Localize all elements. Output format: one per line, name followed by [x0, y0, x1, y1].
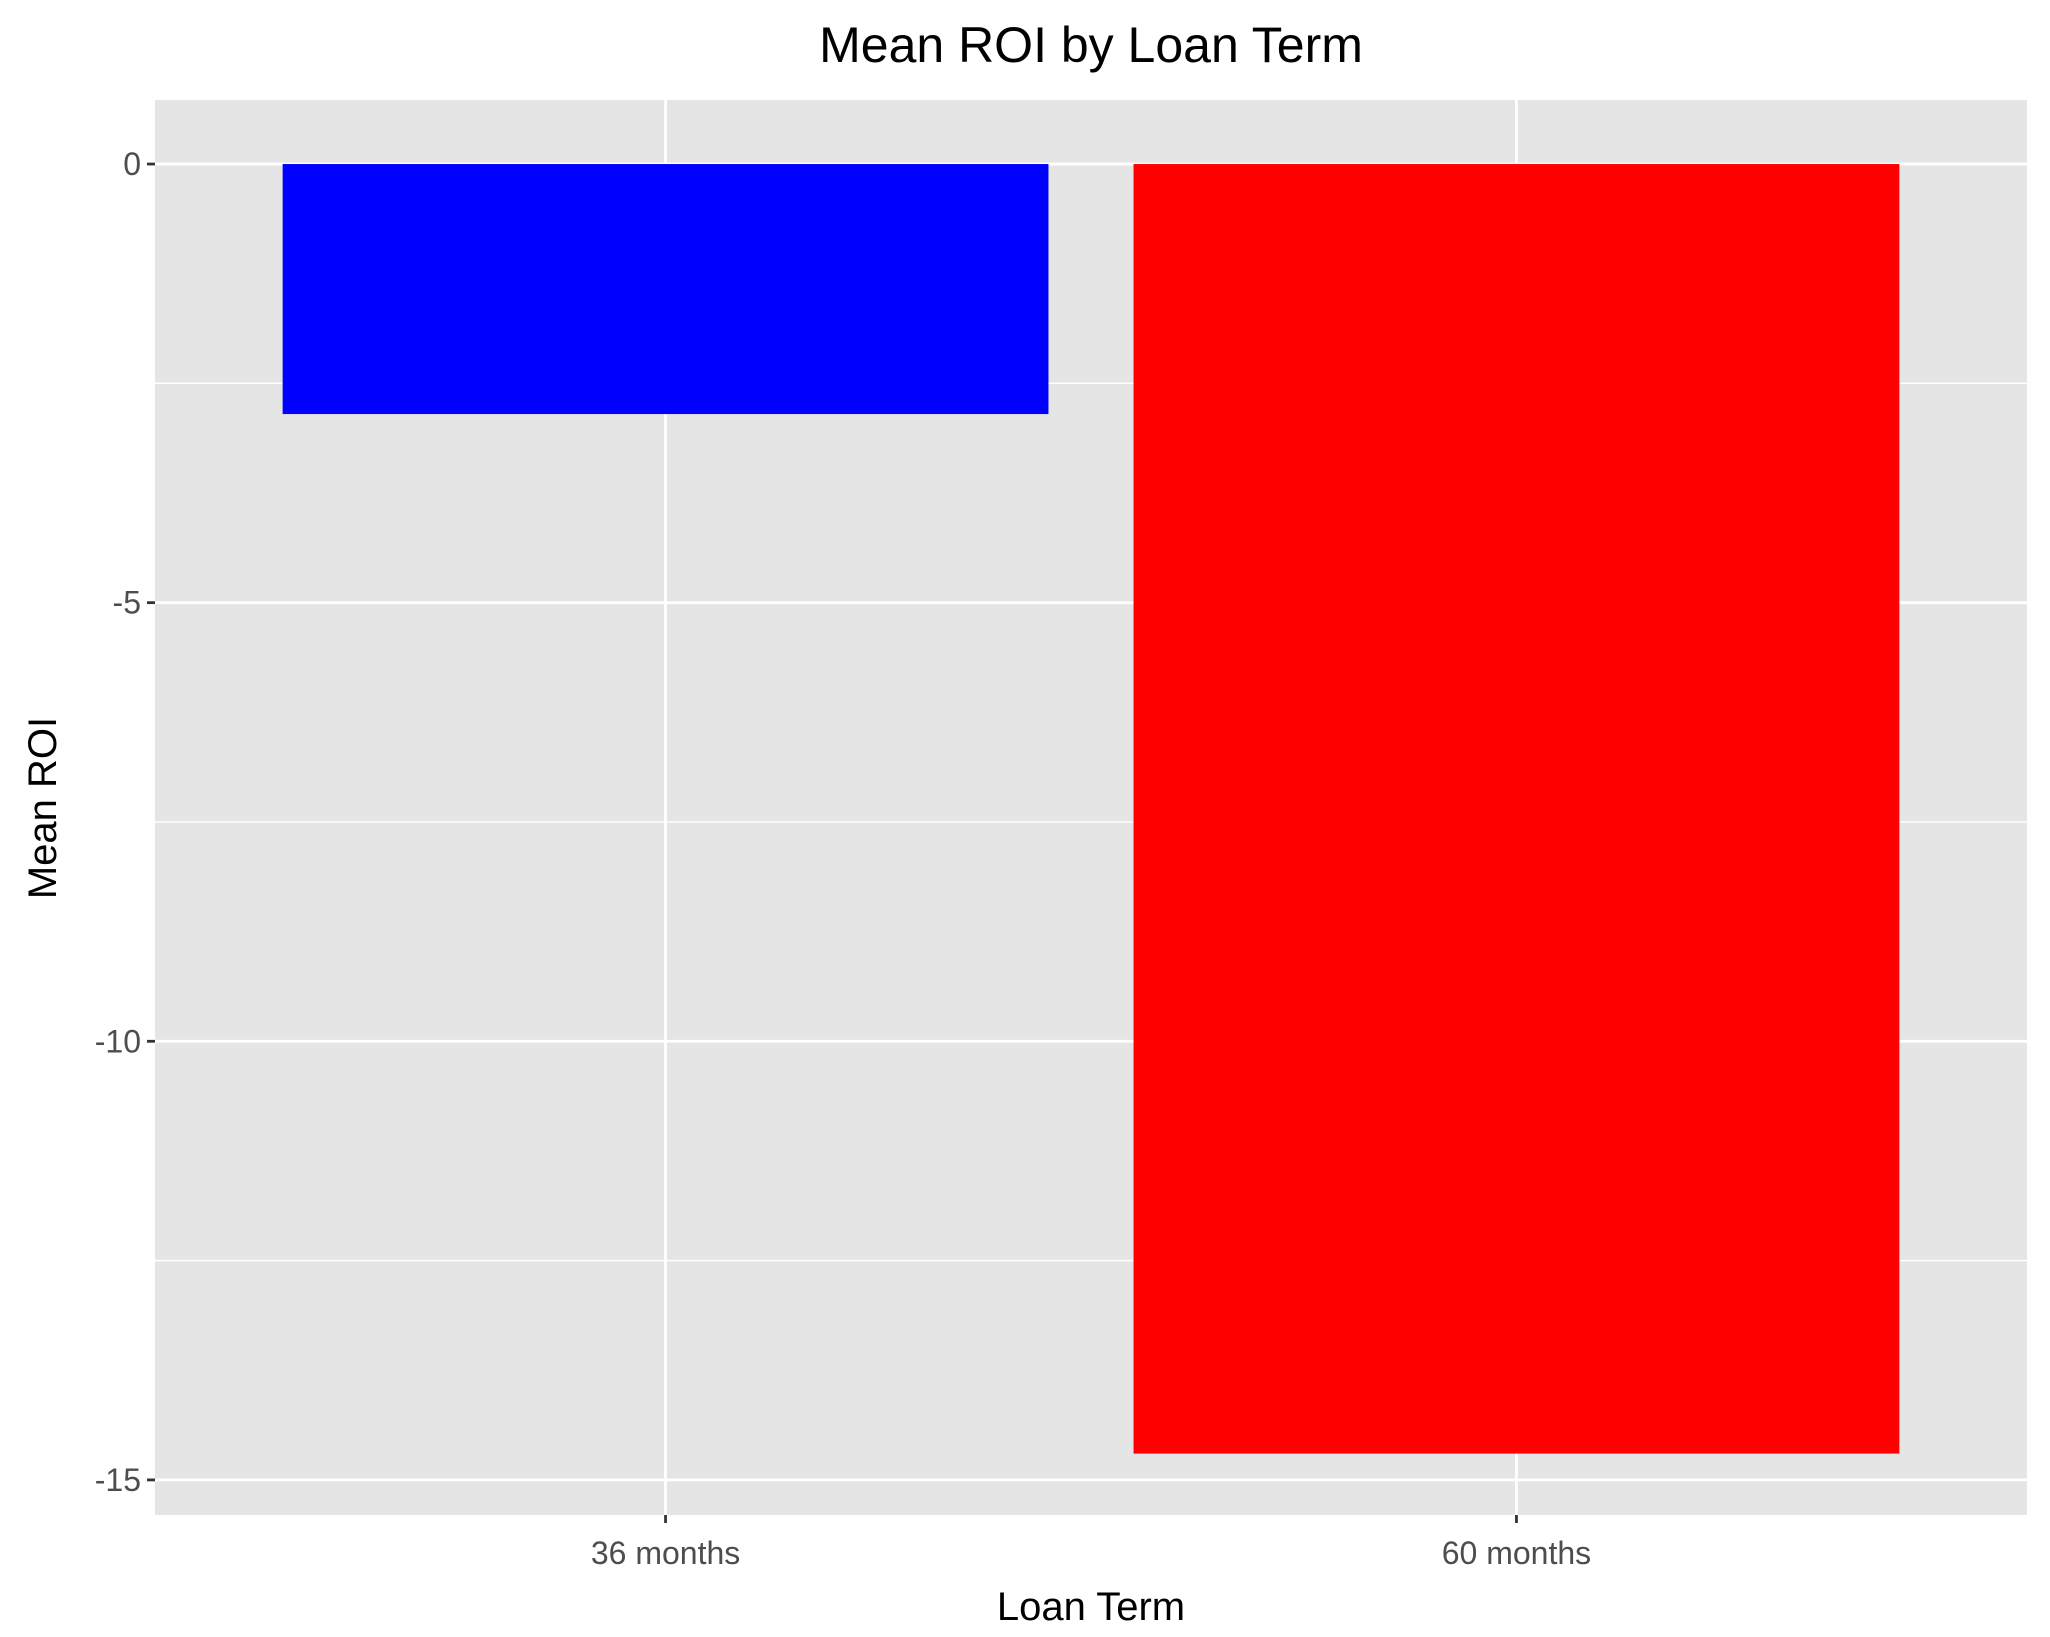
y-tick-label: 0	[123, 146, 141, 182]
y-tick-label: -10	[95, 1023, 141, 1059]
x-tick-label: 36 months	[591, 1535, 740, 1571]
x-axis: 36 months 60 months	[591, 1515, 1591, 1571]
x-tick-label: 60 months	[1442, 1535, 1591, 1571]
y-tick-label: -15	[95, 1462, 141, 1498]
bar	[1133, 164, 1900, 1454]
chart-title: Mean ROI by Loan Term	[819, 17, 1363, 73]
x-axis-title: Loan Term	[997, 1585, 1185, 1629]
bar	[282, 164, 1049, 415]
y-tick-label: -5	[113, 585, 141, 621]
y-axis-title: Mean ROI	[21, 717, 65, 899]
bars	[282, 164, 1900, 1454]
y-axis: 0 -5 -10 -15	[95, 146, 155, 1498]
